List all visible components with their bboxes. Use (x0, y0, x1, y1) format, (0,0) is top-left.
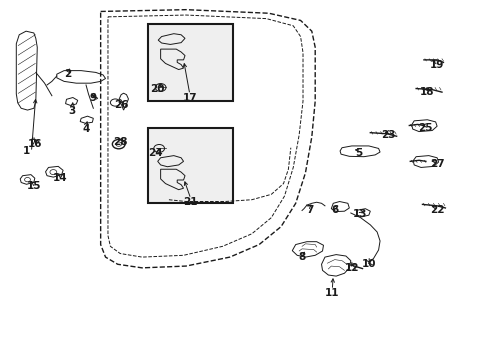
Text: 9: 9 (90, 93, 97, 103)
Text: 17: 17 (182, 93, 197, 103)
Text: 1: 1 (22, 146, 30, 156)
Text: 20: 20 (150, 84, 164, 94)
Text: 8: 8 (298, 252, 305, 262)
Text: 27: 27 (429, 159, 444, 169)
Text: 10: 10 (361, 259, 375, 269)
Text: 16: 16 (27, 139, 42, 149)
Text: 26: 26 (114, 100, 129, 110)
Text: 4: 4 (82, 124, 89, 134)
Text: 18: 18 (419, 87, 434, 97)
Text: 11: 11 (325, 288, 339, 298)
Text: 6: 6 (330, 206, 338, 216)
Text: 3: 3 (69, 106, 76, 116)
FancyBboxPatch shape (148, 128, 233, 203)
Text: 13: 13 (352, 209, 367, 219)
Text: 22: 22 (429, 206, 444, 216)
Text: 2: 2 (64, 69, 71, 79)
Text: 25: 25 (417, 123, 431, 133)
Text: 12: 12 (344, 263, 358, 273)
Text: 21: 21 (183, 197, 198, 207)
Text: 23: 23 (380, 130, 395, 140)
Text: 5: 5 (355, 148, 362, 158)
Text: 19: 19 (429, 60, 444, 70)
Text: 28: 28 (113, 138, 127, 147)
Text: 7: 7 (306, 206, 313, 216)
Text: 15: 15 (26, 181, 41, 191)
Text: 24: 24 (148, 148, 163, 158)
FancyBboxPatch shape (148, 24, 233, 101)
Text: 14: 14 (53, 173, 67, 183)
